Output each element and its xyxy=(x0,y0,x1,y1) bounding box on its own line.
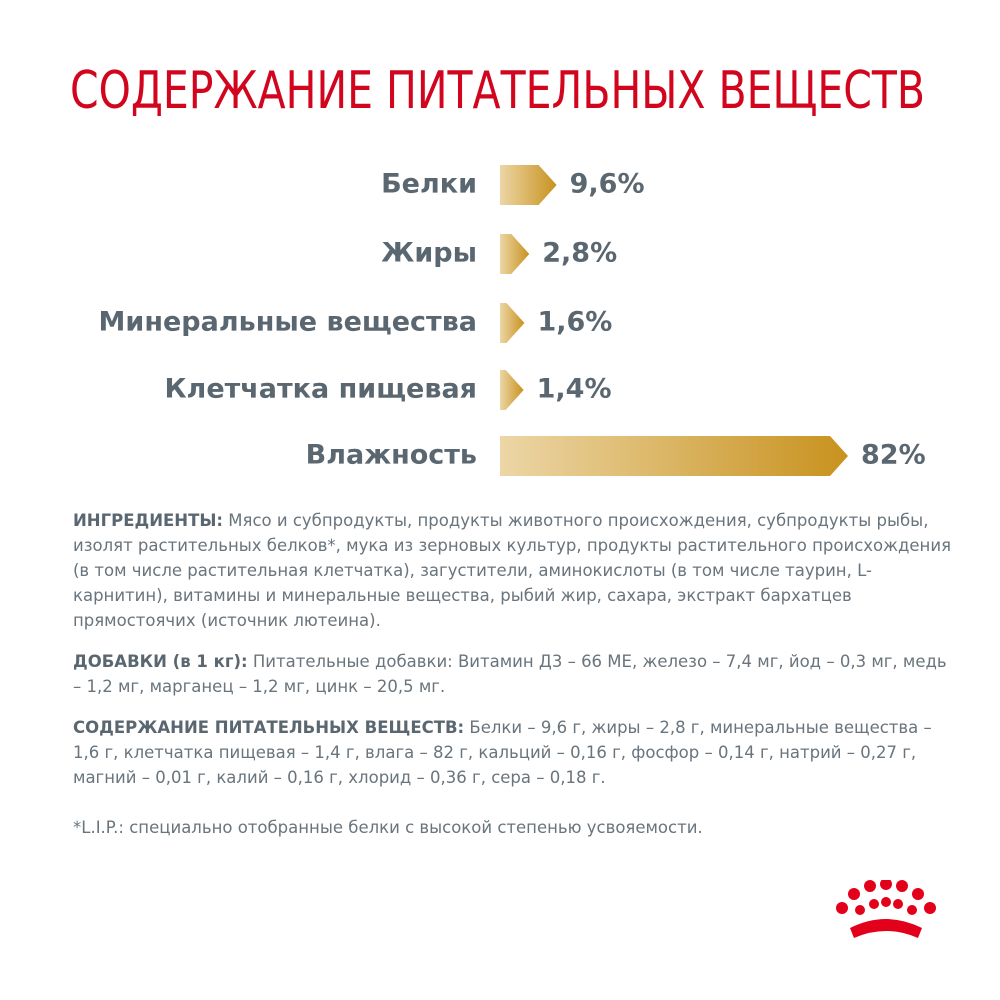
category-label: Клетчатка пищевая xyxy=(164,374,477,405)
logo xyxy=(836,880,936,938)
value-label: 1,4% xyxy=(537,374,612,405)
text-block: ИНГРЕДИЕНТЫ: Мясо и субпродукты, продукт… xyxy=(73,508,953,806)
paragraph-text: Белки – 9,6 г, жиры – 2,8 г, минеральные… xyxy=(73,718,932,787)
bar xyxy=(500,303,525,343)
paragraph: ИНГРЕДИЕНТЫ: Мясо и субпродукты, продукт… xyxy=(73,508,953,633)
footnote: *L.I.P.: специально отобранные белки с в… xyxy=(73,818,703,837)
value-label: 2,8% xyxy=(542,238,617,269)
bar xyxy=(500,436,848,476)
bar xyxy=(500,165,557,205)
paragraph-label: СОДЕРЖАНИЕ ПИТАТЕЛЬНЫХ ВЕЩЕСТВ: xyxy=(73,718,465,737)
value-label: 82% xyxy=(861,440,926,471)
bar xyxy=(500,234,530,274)
category-label: Жиры xyxy=(381,238,477,269)
paragraph: СОДЕРЖАНИЕ ПИТАТЕЛЬНЫХ ВЕЩЕСТВ: Белки – … xyxy=(73,715,953,790)
paragraph-label: ИНГРЕДИЕНТЫ: xyxy=(73,511,224,530)
bar xyxy=(500,370,524,410)
paragraph-text: Мясо и субпродукты, продукты животного п… xyxy=(73,511,951,630)
chart: СОДЕРЖАНИЕ ПИТАТЕЛЬНЫХ ВЕЩЕСТВ Белки 9,6%… xyxy=(70,61,926,476)
category-label: Минеральные вещества xyxy=(99,307,477,338)
paragraph: ДОБАВКИ (в 1 кг): Питательные добавки: В… xyxy=(73,649,953,699)
category-label: Влажность xyxy=(306,440,477,471)
chart-title: СОДЕРЖАНИЕ ПИТАТЕЛЬНЫХ ВЕЩЕСТВ xyxy=(70,61,925,121)
value-label: 9,6% xyxy=(570,169,645,200)
paragraph-label: ДОБАВКИ (в 1 кг): xyxy=(73,652,248,671)
paragraph-text: Питательные добавки: Витамин Д3 – 66 МЕ,… xyxy=(73,652,947,696)
category-label: Белки xyxy=(381,169,477,200)
value-label: 1,6% xyxy=(537,307,612,338)
